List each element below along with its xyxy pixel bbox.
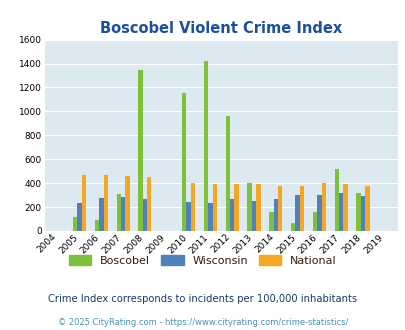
Bar: [338, 193, 343, 231]
Bar: [247, 182, 251, 231]
Text: © 2025 CityRating.com - https://www.cityrating.com/crime-statistics/: © 2025 CityRating.com - https://www.city…: [58, 318, 347, 327]
Title: Boscobel Violent Crime Index: Boscobel Violent Crime Index: [100, 21, 341, 36]
Bar: [256, 184, 260, 231]
Bar: [290, 223, 295, 231]
Bar: [138, 70, 143, 231]
Bar: [321, 183, 325, 231]
Bar: [360, 196, 364, 231]
Bar: [251, 201, 256, 231]
Bar: [312, 213, 316, 231]
Bar: [103, 175, 108, 231]
Bar: [295, 194, 299, 231]
Bar: [99, 197, 103, 231]
Bar: [343, 184, 347, 231]
Bar: [225, 116, 229, 231]
Bar: [190, 183, 195, 231]
Bar: [181, 93, 186, 231]
Bar: [186, 202, 190, 231]
Bar: [95, 220, 99, 231]
Legend: Boscobel, Wisconsin, National: Boscobel, Wisconsin, National: [64, 250, 341, 270]
Bar: [334, 169, 338, 231]
Bar: [77, 203, 81, 231]
Bar: [234, 184, 238, 231]
Bar: [208, 203, 212, 231]
Bar: [212, 184, 216, 231]
Bar: [81, 175, 86, 231]
Bar: [147, 177, 151, 231]
Text: Crime Index corresponds to incidents per 100,000 inhabitants: Crime Index corresponds to incidents per…: [48, 294, 357, 304]
Bar: [125, 176, 129, 231]
Bar: [316, 194, 321, 231]
Bar: [273, 199, 277, 231]
Bar: [364, 185, 369, 231]
Bar: [229, 199, 234, 231]
Bar: [277, 185, 281, 231]
Bar: [269, 213, 273, 231]
Bar: [116, 194, 121, 231]
Bar: [299, 186, 303, 231]
Bar: [203, 60, 208, 231]
Bar: [356, 193, 360, 231]
Bar: [143, 199, 147, 231]
Bar: [73, 217, 77, 231]
Bar: [121, 197, 125, 231]
